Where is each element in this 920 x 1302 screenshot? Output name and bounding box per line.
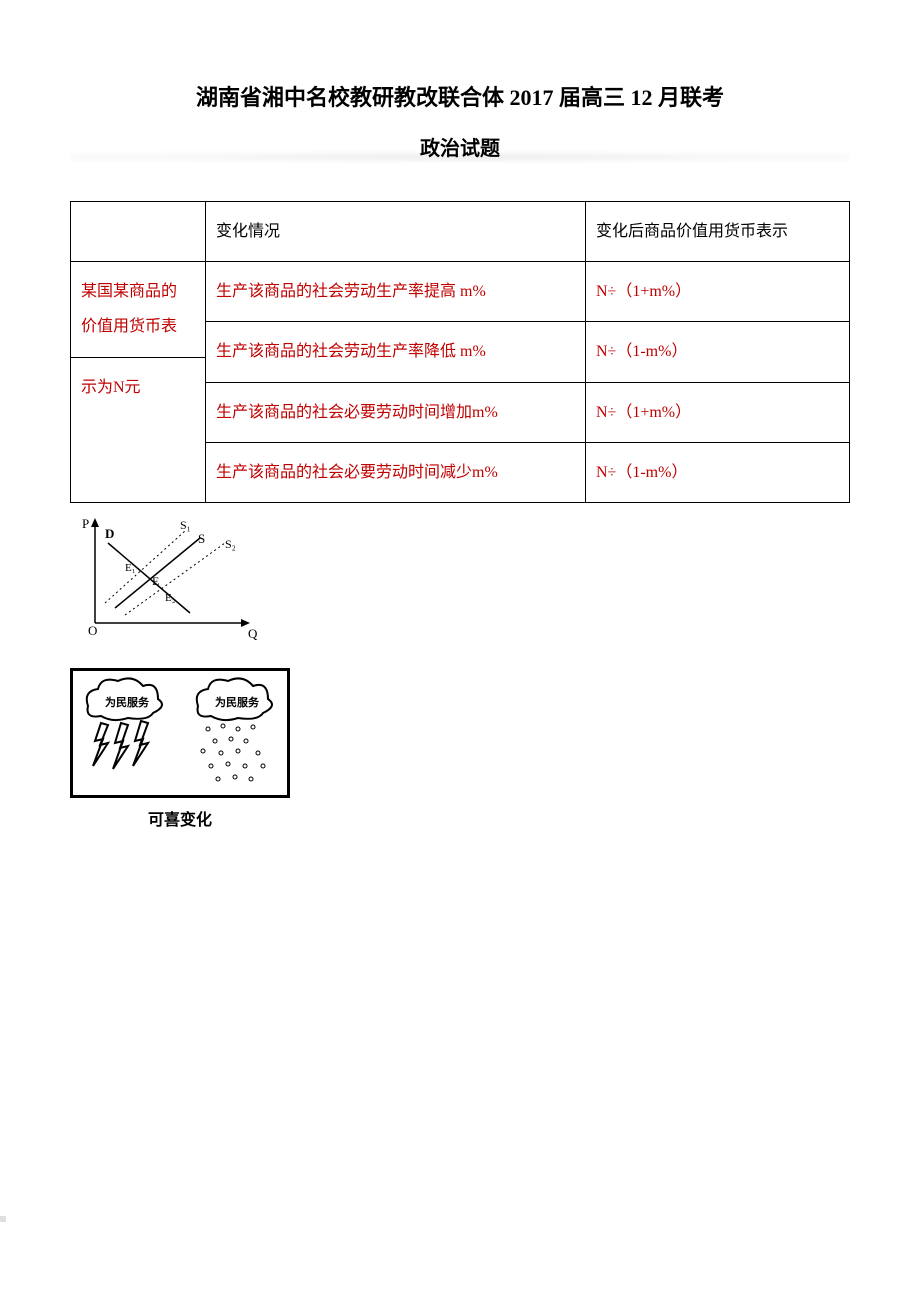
condition-cell: 生产该商品的社会必要劳动时间减少m% (206, 442, 586, 502)
supply-demand-chart: P Q O D S S₁ S₂ E E₁ E₂ (70, 513, 850, 648)
cartoon-svg: 为民服务 为民服务 (73, 671, 290, 798)
y-axis-label: P (82, 516, 89, 531)
table-header-row: 变化情况 变化后商品价值用货币表示 (71, 202, 850, 262)
e-label: E (152, 574, 159, 588)
x-axis-label: Q (248, 626, 258, 641)
page-marker (0, 1216, 6, 1222)
cartoon-figure: 为民服务 为民服务 (70, 668, 850, 830)
condition-cell-merged: 生产该商品的社会劳动生产率降低 m% (206, 322, 586, 382)
s-label: S (198, 531, 205, 546)
chart-svg: P Q O D S S₁ S₂ E E₁ E₂ (70, 513, 260, 643)
cloud-left-text: 为民服务 (105, 695, 150, 709)
left-label-part1: 某国某商品的 价值用货币表 (71, 262, 206, 357)
cartoon-box: 为民服务 为民服务 (70, 668, 290, 798)
result-cell: N÷（1-m%） (586, 442, 850, 502)
header-cell-3: 变化后商品价值用货币表示 (586, 202, 850, 262)
cloud-right: 为民服务 (197, 678, 272, 781)
d-label: D (105, 526, 114, 541)
cloud-right-text: 为民服务 (215, 695, 260, 709)
result-cell: N÷（1+m%） (586, 382, 850, 442)
header-cell-1 (71, 202, 206, 262)
table-row: 某国某商品的 价值用货币表 生产该商品的社会劳动生产率提高 m% N÷（1+m%… (71, 262, 850, 322)
result-cell-merged: N÷（1-m%） (586, 322, 850, 382)
condition-cell: 生产该商品的社会必要劳动时间增加m% (206, 382, 586, 442)
page-subtitle: 政治试题 (70, 132, 850, 161)
value-change-table: 变化情况 变化后商品价值用货币表示 某国某商品的 价值用货币表 生产该商品的社会… (70, 201, 850, 503)
e1-label: E₁ (125, 562, 136, 574)
s2-label: S₂ (225, 537, 236, 551)
left-label-part2: 示为N元 (71, 357, 206, 502)
result-cell: N÷（1+m%） (586, 262, 850, 322)
s1-label: S₁ (180, 518, 191, 532)
cloud-left: 为民服务 (87, 678, 162, 769)
e2-label: E₂ (165, 592, 176, 604)
cartoon-caption: 可喜变化 (70, 806, 290, 830)
origin-label: O (88, 623, 97, 638)
header-cell-2: 变化情况 (206, 202, 586, 262)
condition-cell: 生产该商品的社会劳动生产率提高 m% (206, 262, 586, 322)
page-title: 湖南省湘中名校教研教改联合体 2017 届高三 12 月联考 (70, 80, 850, 112)
